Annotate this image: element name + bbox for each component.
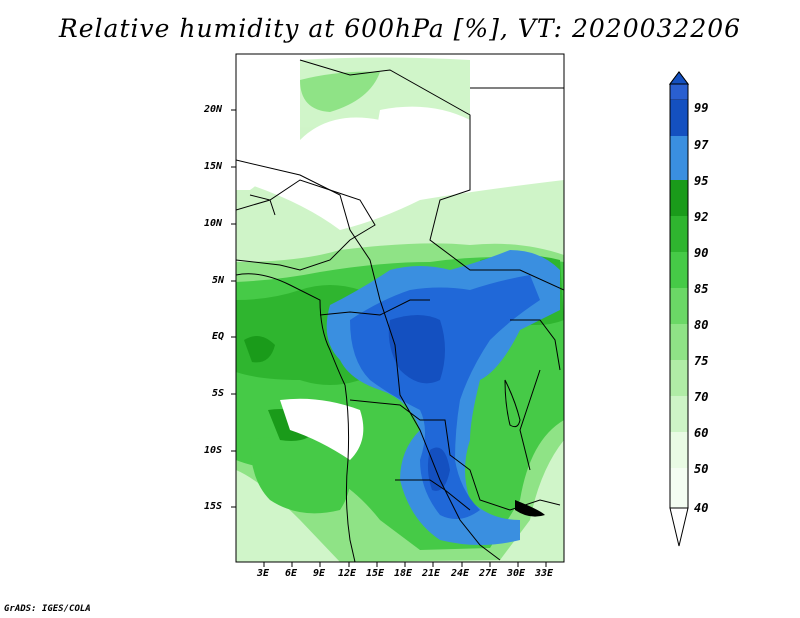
lat-label: 15S: [204, 501, 223, 512]
lat-label: EQ: [212, 331, 225, 342]
lon-label: 15E: [366, 568, 385, 579]
colorbar-label: 85: [694, 282, 709, 296]
lat-label: 15N: [204, 161, 223, 172]
colorbar-label: 75: [694, 354, 709, 368]
lat-label: 20N: [204, 104, 223, 115]
lat-label: 10N: [204, 218, 223, 229]
lon-label: 18E: [394, 568, 413, 579]
lat-label: 5N: [212, 275, 225, 286]
credit-text: GrADS: IGES/COLA: [4, 604, 91, 614]
lon-label: 21E: [422, 568, 441, 579]
map-title: Relative humidity at 600hPa [%], VT: 202…: [58, 14, 742, 43]
lat-label: 10S: [204, 445, 223, 456]
axis-ticks: [231, 109, 547, 567]
lon-label: 3E: [257, 568, 270, 579]
colorbar-label: 60: [694, 426, 709, 440]
lon-label: 24E: [451, 568, 470, 579]
map-frame: [235, 53, 565, 563]
colorbar-label: 99: [694, 101, 709, 115]
colorbar-label: 95: [694, 174, 709, 188]
lat-label: 5S: [212, 388, 225, 399]
colorbar-label: 50: [694, 462, 709, 476]
lon-label: 30E: [507, 568, 526, 579]
colorbar-label: 80: [694, 318, 709, 332]
colorbar-label: 97: [694, 138, 709, 152]
colorbar: [669, 71, 689, 547]
lon-label: 33E: [535, 568, 554, 579]
humidity-field: [236, 54, 564, 562]
colorbar-label: 90: [694, 246, 709, 260]
colorbar-label: 70: [694, 390, 709, 404]
lon-label: 9E: [313, 568, 326, 579]
lon-label: 12E: [338, 568, 357, 579]
colorbar-label: 92: [694, 210, 709, 224]
colorbar-label: 40: [694, 501, 709, 515]
lon-label: 27E: [479, 568, 498, 579]
lon-label: 6E: [285, 568, 298, 579]
